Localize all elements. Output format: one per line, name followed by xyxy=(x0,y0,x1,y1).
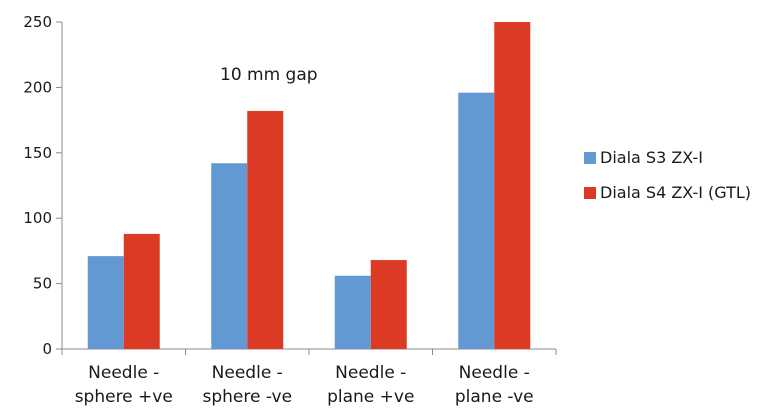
y-tick-label: 50 xyxy=(33,275,52,293)
category-labels: Needle -sphere +ve Needle -sphere -ve Need… xyxy=(75,363,534,407)
y-tick-label: 250 xyxy=(23,13,52,31)
bars xyxy=(87,22,531,349)
x-ticks xyxy=(61,349,557,355)
legend-label: Diala S3 ZX-I xyxy=(600,148,703,167)
y-ticks: 0 50 100 150 200 250 xyxy=(23,13,62,358)
bar xyxy=(211,163,248,349)
bar xyxy=(123,233,160,349)
legend-swatch xyxy=(584,152,596,164)
category-label: Needle -sphere -ve xyxy=(202,363,292,407)
bar xyxy=(370,260,407,349)
category-label: Needle -sphere +ve xyxy=(75,363,173,407)
bar xyxy=(87,256,124,349)
legend: Diala S3 ZX-I Diala S4 ZX-I (GTL) xyxy=(584,148,751,202)
legend-swatch xyxy=(584,187,596,199)
bar xyxy=(458,92,495,349)
y-tick-label: 100 xyxy=(23,209,52,227)
bar xyxy=(247,110,284,349)
legend-label: Diala S4 ZX-I (GTL) xyxy=(600,183,751,202)
y-tick-label: 150 xyxy=(23,144,52,162)
category-label: Needle -plane -ve xyxy=(455,363,534,407)
y-tick-label: 0 xyxy=(42,340,52,358)
bar xyxy=(494,22,531,349)
category-label: Needle -plane +ve xyxy=(327,363,414,407)
y-tick-label: 200 xyxy=(23,78,52,96)
bar xyxy=(334,275,371,349)
gap-annotation: 10 mm gap xyxy=(220,65,318,85)
